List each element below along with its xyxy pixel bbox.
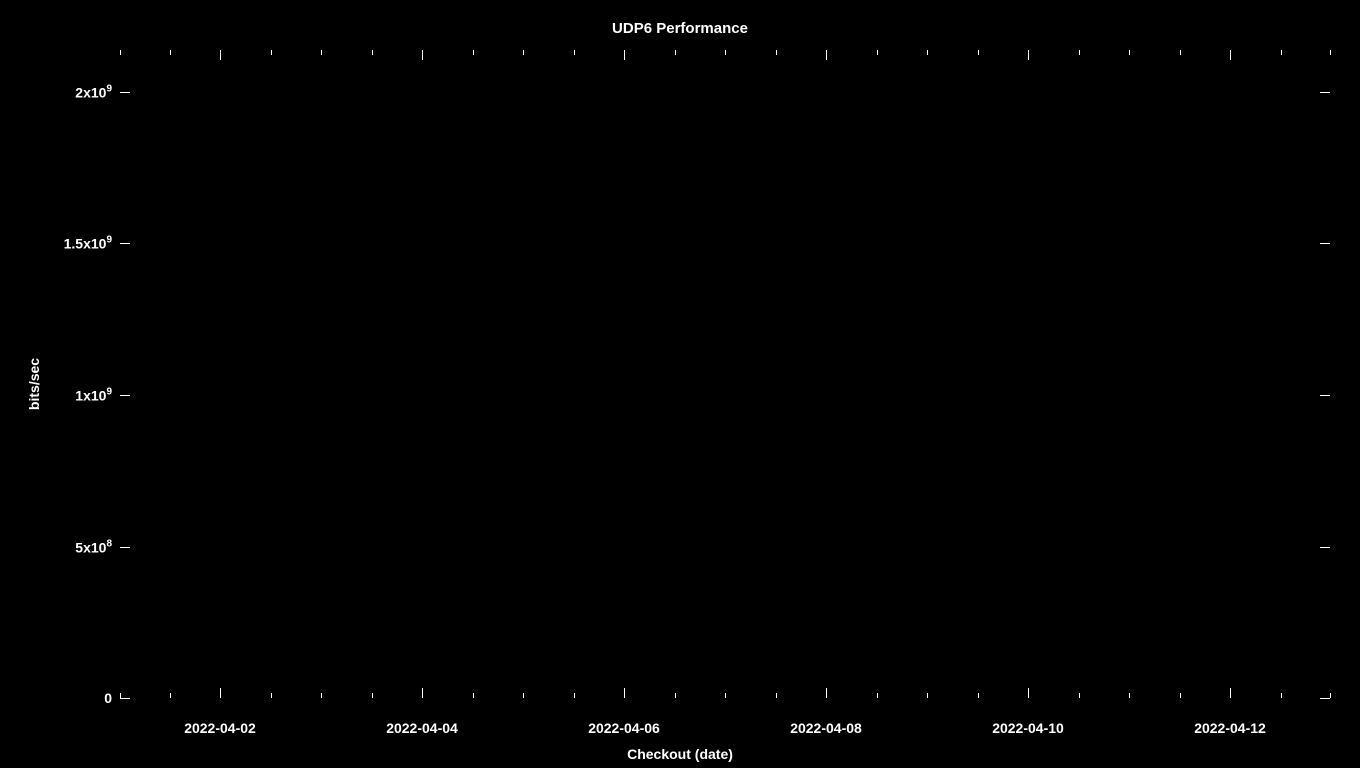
x-tick: [1028, 50, 1029, 60]
x-minor-tick: [1129, 693, 1130, 698]
y-tick: [1320, 395, 1330, 396]
y-tick: [120, 395, 130, 396]
x-minor-tick: [877, 50, 878, 55]
x-tick: [220, 50, 221, 60]
x-minor-tick: [877, 693, 878, 698]
y-tick: [120, 547, 130, 548]
x-axis-label: Checkout (date): [627, 746, 733, 762]
x-minor-tick: [170, 693, 171, 698]
y-tick: [1320, 243, 1330, 244]
x-minor-tick: [120, 693, 121, 698]
x-tick: [624, 50, 625, 60]
x-tick-label: 2022-04-02: [184, 720, 256, 736]
x-tick: [422, 50, 423, 60]
y-tick-label: 1.5x109: [64, 235, 112, 252]
y-tick: [1320, 547, 1330, 548]
x-minor-tick: [1330, 693, 1331, 698]
x-minor-tick: [574, 693, 575, 698]
x-tick-label: 2022-04-06: [588, 720, 660, 736]
x-minor-tick: [1079, 693, 1080, 698]
x-minor-tick: [574, 50, 575, 55]
y-tick-label: 0: [104, 690, 112, 706]
x-minor-tick: [978, 50, 979, 55]
x-tick: [422, 688, 423, 698]
x-minor-tick: [725, 50, 726, 55]
x-minor-tick: [776, 693, 777, 698]
x-minor-tick: [1330, 50, 1331, 55]
y-tick-label: 5x108: [75, 539, 112, 556]
x-minor-tick: [1281, 693, 1282, 698]
y-tick-label: 2x109: [75, 84, 112, 101]
x-minor-tick: [473, 50, 474, 55]
x-minor-tick: [271, 50, 272, 55]
x-tick-label: 2022-04-04: [386, 720, 458, 736]
x-tick: [826, 50, 827, 60]
x-minor-tick: [523, 693, 524, 698]
x-minor-tick: [1180, 693, 1181, 698]
y-tick: [1320, 92, 1330, 93]
x-tick-label: 2022-04-12: [1194, 720, 1266, 736]
x-minor-tick: [675, 693, 676, 698]
x-minor-tick: [271, 693, 272, 698]
x-minor-tick: [776, 50, 777, 55]
chart-container: UDP6 Performance bits/sec Checkout (date…: [0, 0, 1360, 768]
x-minor-tick: [725, 693, 726, 698]
x-minor-tick: [1180, 50, 1181, 55]
x-tick: [1230, 50, 1231, 60]
x-tick-label: 2022-04-10: [992, 720, 1064, 736]
x-tick: [1028, 688, 1029, 698]
x-minor-tick: [321, 50, 322, 55]
y-tick-label: 1x109: [75, 387, 112, 404]
x-tick-label: 2022-04-08: [790, 720, 862, 736]
x-minor-tick: [675, 50, 676, 55]
x-tick: [220, 688, 221, 698]
x-minor-tick: [1079, 50, 1080, 55]
chart-title: UDP6 Performance: [612, 20, 748, 37]
x-tick: [624, 688, 625, 698]
y-tick: [120, 243, 130, 244]
x-minor-tick: [473, 693, 474, 698]
y-tick: [1320, 698, 1330, 699]
x-minor-tick: [372, 50, 373, 55]
x-minor-tick: [1129, 50, 1130, 55]
x-minor-tick: [927, 693, 928, 698]
x-minor-tick: [170, 50, 171, 55]
y-tick: [120, 92, 130, 93]
x-minor-tick: [120, 50, 121, 55]
y-axis-label: bits/sec: [26, 358, 42, 410]
y-tick: [120, 698, 130, 699]
x-tick: [1230, 688, 1231, 698]
x-minor-tick: [978, 693, 979, 698]
x-minor-tick: [372, 693, 373, 698]
x-minor-tick: [927, 50, 928, 55]
x-minor-tick: [321, 693, 322, 698]
x-minor-tick: [523, 50, 524, 55]
x-tick: [826, 688, 827, 698]
x-minor-tick: [1281, 50, 1282, 55]
